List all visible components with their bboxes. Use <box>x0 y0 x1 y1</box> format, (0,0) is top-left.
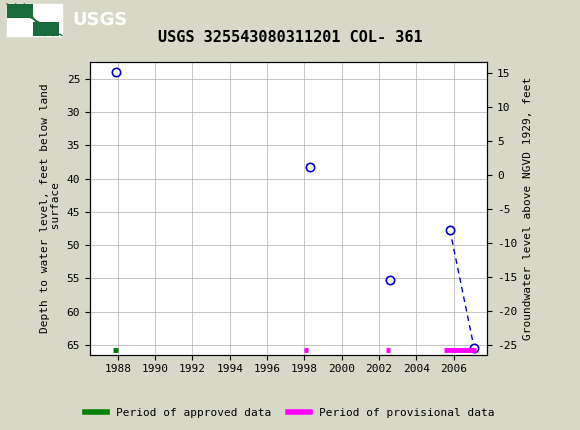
Bar <box>7 4 33 18</box>
Y-axis label: Groundwater level above NGVD 1929, feet: Groundwater level above NGVD 1929, feet <box>523 77 532 340</box>
Legend: Period of approved data, Period of provisional data: Period of approved data, Period of provi… <box>81 403 499 422</box>
Bar <box>33 22 59 36</box>
FancyBboxPatch shape <box>7 4 62 36</box>
Y-axis label: Depth to water level, feet below land
 surface: Depth to water level, feet below land su… <box>39 84 61 333</box>
Text: USGS: USGS <box>72 11 128 29</box>
Text: USGS 325543080311201 COL- 361: USGS 325543080311201 COL- 361 <box>158 30 422 45</box>
